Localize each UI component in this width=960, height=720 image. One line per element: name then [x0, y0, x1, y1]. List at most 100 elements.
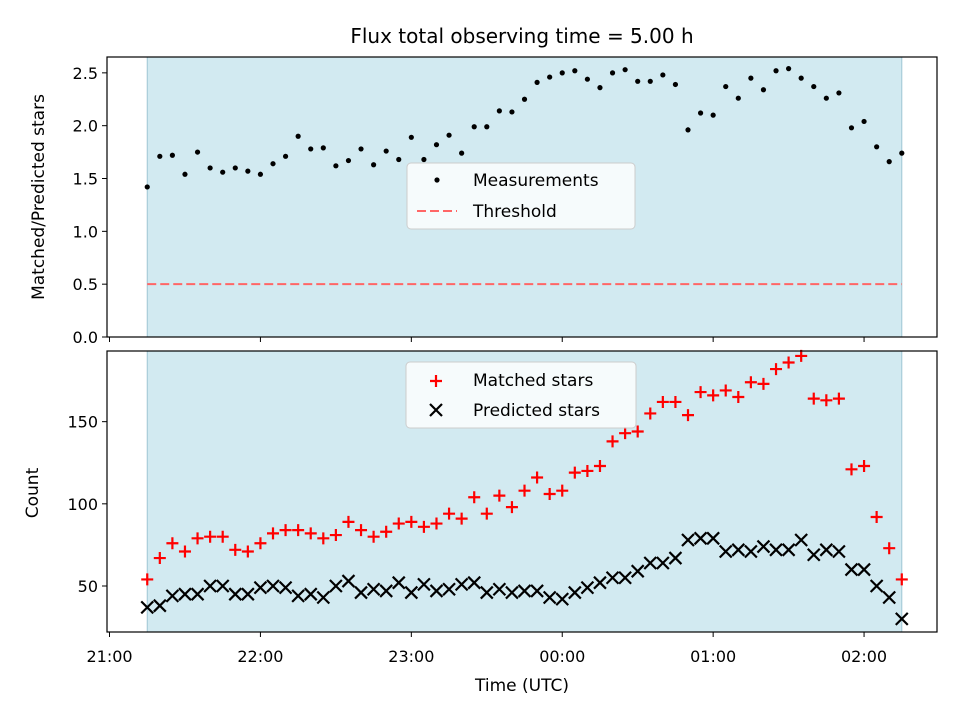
matched-star-point [455, 512, 468, 525]
matched-star-point [468, 491, 481, 504]
matched-star-point [870, 510, 883, 523]
predicted-star-point [656, 556, 670, 570]
legend-measurements-label: Measurements [473, 171, 599, 191]
matched-star-point [392, 517, 405, 530]
bottom-axes-frame [106, 350, 938, 633]
measurement-point [459, 150, 465, 156]
matched-star-point [543, 487, 556, 500]
measurement-point [735, 95, 741, 101]
measurement-point [232, 165, 238, 171]
measurement-point [220, 169, 226, 175]
measurement-point [383, 148, 389, 154]
predicted-star-point [505, 585, 519, 600]
measurement-point [358, 146, 364, 152]
matched-star-point [619, 427, 632, 440]
predicted-star-point [241, 587, 255, 601]
measurement-point [371, 162, 377, 168]
top-legend-box [406, 162, 636, 230]
matched-star-point [405, 515, 418, 528]
predicted-star-point [882, 590, 896, 605]
predicted-star-point [542, 590, 557, 605]
measurement-point [257, 171, 264, 177]
predicted-star-point [643, 556, 658, 570]
predicted-star-point [668, 551, 683, 565]
matched-star-point [380, 525, 393, 538]
measurement-point [396, 156, 402, 163]
matched-star-point [845, 463, 858, 476]
matched-star-point [304, 527, 317, 540]
top-x-ticks [109, 337, 865, 342]
matched-star-point [254, 537, 267, 550]
matched-star-point [568, 466, 581, 479]
predicted-star-point [278, 580, 293, 595]
predicted-star-point [769, 543, 783, 557]
predicted-star-point [593, 575, 607, 590]
matched-star-point [204, 530, 217, 543]
top-panel: Flux total observing time = 5.00 h 0.00.… [29, 24, 938, 347]
predicted-star-point [329, 579, 343, 593]
predicted-star-point [895, 612, 909, 626]
measurement-point [710, 112, 716, 118]
matched-star-point [770, 363, 783, 376]
bottom-legend-box [405, 361, 637, 429]
predicted-points [140, 531, 909, 626]
predicted-star-point [316, 590, 331, 605]
legend-threshold-label: Threshold [472, 202, 557, 222]
top-y-axis-label: Matched/Predicted stars [29, 94, 49, 300]
measurement-point [647, 78, 653, 84]
measurement-point [572, 68, 578, 74]
measurement-point [660, 72, 666, 78]
measurement-point [861, 118, 867, 125]
measurement-point [798, 75, 804, 81]
matched-star-point [795, 349, 808, 362]
predicted-star-point [744, 544, 758, 559]
matched-star-point [656, 395, 669, 408]
top-legend: Measurements Threshold [406, 162, 636, 230]
x-tick-label: 21:00 [86, 647, 132, 666]
measurement-point [760, 87, 767, 93]
legend-predicted-marker [429, 403, 443, 417]
matched-star-point [732, 391, 745, 404]
measurement-point [421, 156, 427, 163]
measurement-point [597, 85, 603, 91]
matched-star-point [166, 537, 179, 550]
predicted-star-point [693, 531, 708, 546]
y-tick-label: 0.0 [73, 328, 98, 347]
measurement-point [270, 161, 276, 167]
measurement-point [886, 159, 892, 165]
x-tick-label: 23:00 [388, 647, 434, 666]
matched-star-point [267, 527, 279, 540]
matched-star-point [241, 545, 254, 558]
predicted-star-point [681, 533, 695, 547]
y-tick-label: 100 [67, 495, 98, 514]
matched-star-point [883, 542, 896, 555]
matched-star-point [606, 435, 619, 448]
matched-star-point [430, 517, 443, 530]
measurement-point [433, 142, 440, 148]
predicted-star-point [844, 562, 859, 577]
top-axes-frame [106, 56, 938, 338]
measurement-points [144, 66, 905, 190]
matched-star-point [719, 384, 732, 397]
measurement-point [333, 163, 339, 169]
measurement-point [521, 96, 528, 102]
predicted-star-point [530, 584, 544, 598]
matched-star-point [593, 460, 606, 473]
predicted-star-point [618, 570, 632, 585]
measurement-point [848, 125, 855, 131]
predicted-star-point [165, 589, 180, 603]
bottom-y-axis-label: Count [23, 467, 43, 518]
predicted-star-point [404, 585, 419, 600]
matched-points [141, 349, 908, 586]
predicted-star-point [417, 577, 431, 592]
measurement-point [207, 165, 213, 171]
measurement-point [697, 110, 704, 116]
predicted-star-point [819, 543, 834, 557]
x-tick-label: 00:00 [539, 647, 585, 666]
predicted-star-point [869, 579, 884, 593]
measurement-point [194, 149, 201, 155]
y-tick-label: 1.0 [73, 222, 98, 241]
x-axis-label: Time (UTC) [474, 676, 569, 696]
predicted-star-point [454, 577, 469, 592]
